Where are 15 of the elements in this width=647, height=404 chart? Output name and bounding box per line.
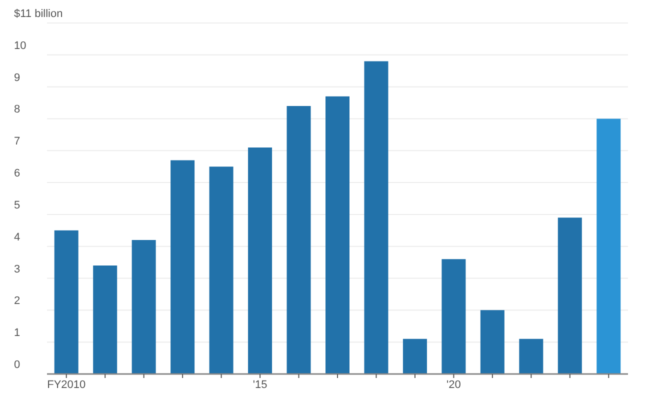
y-tick-label: 1 — [14, 327, 20, 340]
x-tick-label: '15 — [252, 378, 268, 391]
y-tick-label: 3 — [14, 263, 20, 276]
y-tick-label: 7 — [14, 136, 20, 148]
y-tick-label: 10 — [14, 40, 26, 52]
y-tick-label: 9 — [14, 72, 20, 84]
y-tick-label: 8 — [14, 104, 20, 116]
y-tick-label: 4 — [14, 231, 20, 244]
y-tick-label: 2 — [14, 295, 20, 308]
y-tick-label: 5 — [14, 199, 20, 212]
x-tick-label: FY2010 — [47, 378, 86, 391]
y-tick-label: 6 — [14, 168, 20, 180]
x-tick-label: '20 — [446, 378, 461, 391]
y-tick-label: $11 billion — [14, 8, 63, 20]
y-tick-label: 0 — [14, 359, 20, 371]
